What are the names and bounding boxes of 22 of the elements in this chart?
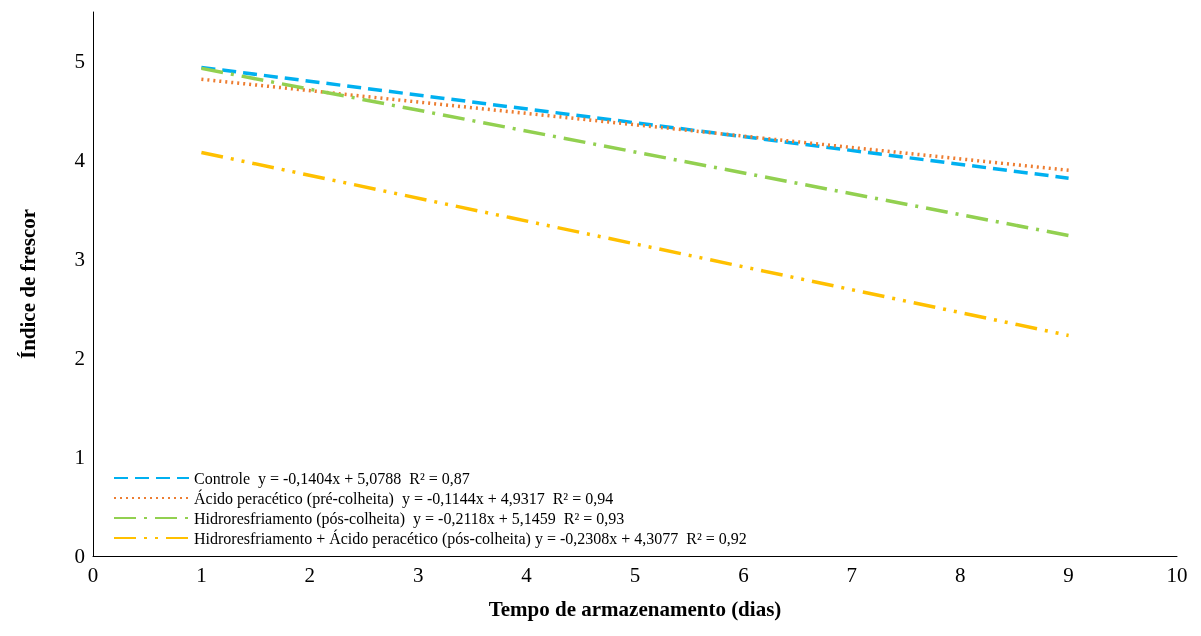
y-tick-label: 5	[74, 49, 85, 74]
legend-label: Controle y = -0,1404x + 5,0788 R² = 0,87	[194, 469, 470, 488]
x-tick-label: 9	[1063, 562, 1074, 587]
y-tick-label: 2	[74, 346, 85, 371]
legend-label: Hidroresfriamento (pós-colheita) y = -0,2118x + 5,1459 R² = 0,93	[194, 509, 625, 528]
x-tick-label: 10	[1166, 562, 1188, 587]
legend-label: Ácido peracético (pré-colheita) y = -0,1144x + 4,9317 R² = 0,94	[194, 488, 614, 508]
y-tick-label: 0	[74, 544, 85, 568]
y-axis-title: Índice de frescor	[15, 208, 40, 360]
legend-label: Hidroresfriamento + Ácido peracético (pós-colheita) y = -0,2308x + 4,3077 R² = 0,92	[194, 528, 747, 548]
x-tick-label: 8	[954, 562, 966, 587]
x-axis-title: Tempo de armazenamento (dias)	[488, 596, 782, 621]
x-tick-label: 3	[412, 562, 424, 587]
x-tick-label: 2	[304, 562, 316, 587]
x-tick-label: 1	[196, 562, 207, 587]
y-tick-label: 4	[74, 148, 86, 173]
y-tick-label: 1	[74, 445, 85, 470]
x-tick-label: 7	[846, 562, 858, 587]
y-tick-label: 3	[74, 247, 85, 272]
x-tick-label: 5	[629, 562, 641, 587]
x-tick-label: 6	[738, 562, 749, 587]
x-tick-label: 4	[521, 562, 533, 587]
